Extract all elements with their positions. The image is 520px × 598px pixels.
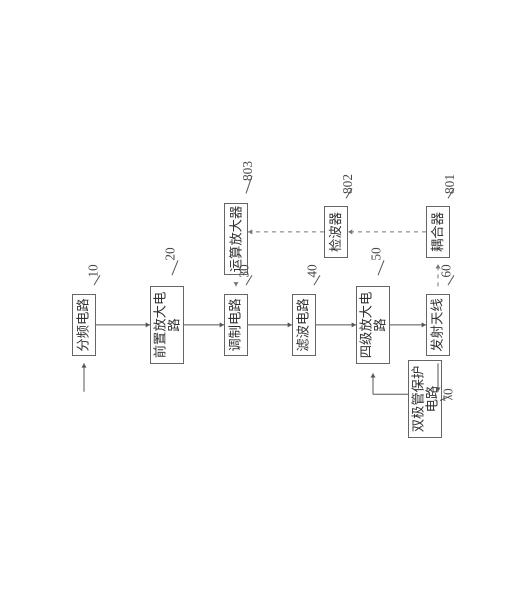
- ref-text: 803: [240, 161, 256, 181]
- node-label: 调制电路: [229, 298, 243, 351]
- ref-label-40: 40: [306, 262, 319, 280]
- node-n10: 分频电路: [72, 294, 96, 356]
- node-label: 双极管保护 电路: [411, 366, 439, 433]
- ref-label-10: 10: [87, 262, 100, 280]
- ref-text: 50: [369, 248, 385, 261]
- ref-label-70: 70: [442, 386, 455, 404]
- node-label: 前置放大电 路: [153, 292, 181, 359]
- ref-text: 802: [340, 174, 356, 194]
- node-n802: 检波器: [324, 206, 348, 258]
- node-label: 分频电路: [77, 298, 91, 351]
- ref-text: 40: [305, 264, 321, 277]
- node-n70: 双极管保护 电路: [408, 360, 442, 438]
- node-n801: 耦合器: [426, 206, 450, 258]
- ref-text: 60: [439, 264, 455, 277]
- node-label: 检波器: [329, 212, 343, 252]
- node-n20: 前置放大电 路: [150, 286, 184, 364]
- ref-label-50: 50: [370, 245, 383, 263]
- ref-label-801: 801: [440, 175, 460, 193]
- ref-label-60: 60: [440, 262, 453, 280]
- ref-label-30: 30: [238, 262, 251, 280]
- node-n40: 滤波电路: [292, 294, 316, 356]
- node-label: 耦合器: [431, 212, 445, 252]
- ref-text: 30: [237, 264, 253, 277]
- ref-text: 801: [442, 174, 458, 194]
- ref-text: 70: [441, 388, 457, 401]
- node-n50: 四级放大电 路: [356, 286, 390, 364]
- ref-label-20: 20: [164, 245, 177, 263]
- ref-label-803: 803: [238, 162, 258, 180]
- node-label: 四级放大电 路: [359, 292, 387, 359]
- node-n60: 发射天线: [426, 294, 450, 356]
- ref-label-802: 802: [338, 175, 358, 193]
- node-label: 发射天线: [431, 298, 445, 351]
- node-n30: 调制电路: [224, 294, 248, 356]
- node-label: 滤波电路: [297, 298, 311, 351]
- ref-text: 10: [86, 264, 102, 277]
- ref-text: 20: [163, 248, 179, 261]
